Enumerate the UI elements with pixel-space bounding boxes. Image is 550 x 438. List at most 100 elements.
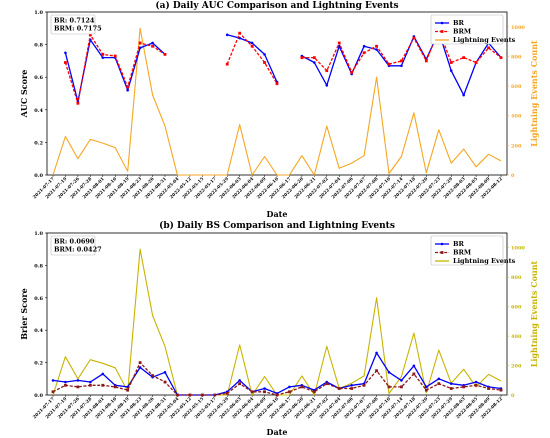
y-tick-label: 0.0 <box>34 173 43 179</box>
data-point <box>88 383 92 387</box>
y-tick-label: 1.0 <box>34 231 43 237</box>
data-point <box>275 393 279 397</box>
data-point <box>163 380 167 384</box>
data-point <box>400 64 403 68</box>
data-point <box>387 371 391 374</box>
data-point <box>263 390 266 394</box>
data-point <box>51 379 55 382</box>
data-point <box>350 70 354 74</box>
stat-text: BR: 0.0690 <box>54 238 95 246</box>
data-point <box>101 52 105 56</box>
data-point <box>288 385 291 389</box>
panel-a: (a) Daily AUC Comparison and Lightning E… <box>19 0 539 219</box>
stat-text: BR: 0.7124 <box>54 17 95 25</box>
x-axis-label: Date <box>267 427 288 437</box>
data-point <box>151 44 154 48</box>
data-point <box>263 61 266 64</box>
legend-label: BRM <box>453 249 471 257</box>
data-point <box>462 56 466 60</box>
data-point <box>350 387 354 390</box>
data-point <box>238 36 241 40</box>
data-point <box>375 44 378 48</box>
data-point <box>312 390 316 394</box>
legend-item: BR <box>435 19 464 27</box>
series-lightning-events <box>52 27 502 176</box>
data-point <box>263 387 266 390</box>
data-point <box>325 69 329 73</box>
data-point <box>300 56 304 60</box>
data-point <box>250 390 254 394</box>
data-point <box>163 371 167 374</box>
data-point <box>499 388 503 392</box>
data-point <box>88 33 92 37</box>
y2-tick-label: 400 <box>511 114 522 120</box>
series-line <box>226 32 278 85</box>
legend-item: BRM <box>435 28 471 36</box>
data-point <box>337 41 341 45</box>
data-point <box>151 41 154 45</box>
data-point <box>412 364 416 368</box>
data-point <box>163 52 167 56</box>
y-tick-label: 0.6 <box>34 296 43 302</box>
y2-tick-label: 200 <box>511 143 522 149</box>
data-point <box>51 390 55 394</box>
y-tick-label: 0.4 <box>34 328 43 334</box>
y-tick-label: 0.0 <box>34 393 43 399</box>
y2-tick-label: 600 <box>511 84 522 90</box>
data-point <box>225 62 229 66</box>
series-line <box>301 29 502 73</box>
data-point <box>64 380 67 384</box>
data-point <box>462 93 465 97</box>
data-point <box>101 383 105 387</box>
y2-axis-label: Lightning Events Count <box>529 260 539 367</box>
data-point <box>474 380 478 384</box>
series-line <box>52 248 502 396</box>
y-axis-label: Brier Score <box>19 288 29 339</box>
data-point <box>64 383 67 387</box>
data-point <box>337 44 341 48</box>
data-point <box>362 51 366 55</box>
stat-text: BRM: 0.7175 <box>54 25 102 33</box>
data-point <box>312 56 316 60</box>
data-point <box>387 62 391 66</box>
legend-item: Lightning Events <box>435 257 516 265</box>
data-point <box>101 56 105 59</box>
series-br <box>51 351 503 397</box>
data-point <box>238 382 242 386</box>
data-point <box>238 31 242 35</box>
legend-label: Lightning Events <box>453 36 516 44</box>
y2-axis-label: Lightning Events Count <box>529 40 539 147</box>
y2-tick-label: 1000 <box>511 246 525 252</box>
data-point <box>76 385 80 389</box>
data-point <box>412 36 416 40</box>
data-point <box>375 351 378 355</box>
legend-label: Lightning Events <box>453 257 516 265</box>
data-point <box>113 54 117 58</box>
data-point <box>437 377 441 381</box>
data-point <box>113 385 117 389</box>
data-point <box>400 379 403 382</box>
data-point <box>64 61 67 64</box>
data-point <box>138 361 142 364</box>
y2-tick-label: 800 <box>511 54 522 60</box>
data-point <box>138 366 142 369</box>
y-tick-label: 0.8 <box>34 263 43 269</box>
y-tick-label: 0.2 <box>34 361 43 367</box>
series-line <box>64 34 166 104</box>
legend-label: BR <box>453 19 464 27</box>
data-point <box>424 388 428 392</box>
series-brm <box>64 28 503 105</box>
data-point <box>126 85 130 89</box>
data-point <box>225 391 229 395</box>
data-point <box>487 387 490 390</box>
data-point <box>151 374 154 377</box>
legend-label: BR <box>453 240 464 248</box>
data-point <box>250 44 254 48</box>
data-point <box>64 51 67 55</box>
y-tick-label: 0.6 <box>34 75 43 81</box>
chart-title: (a) Daily AUC Comparison and Lightning E… <box>155 0 398 11</box>
